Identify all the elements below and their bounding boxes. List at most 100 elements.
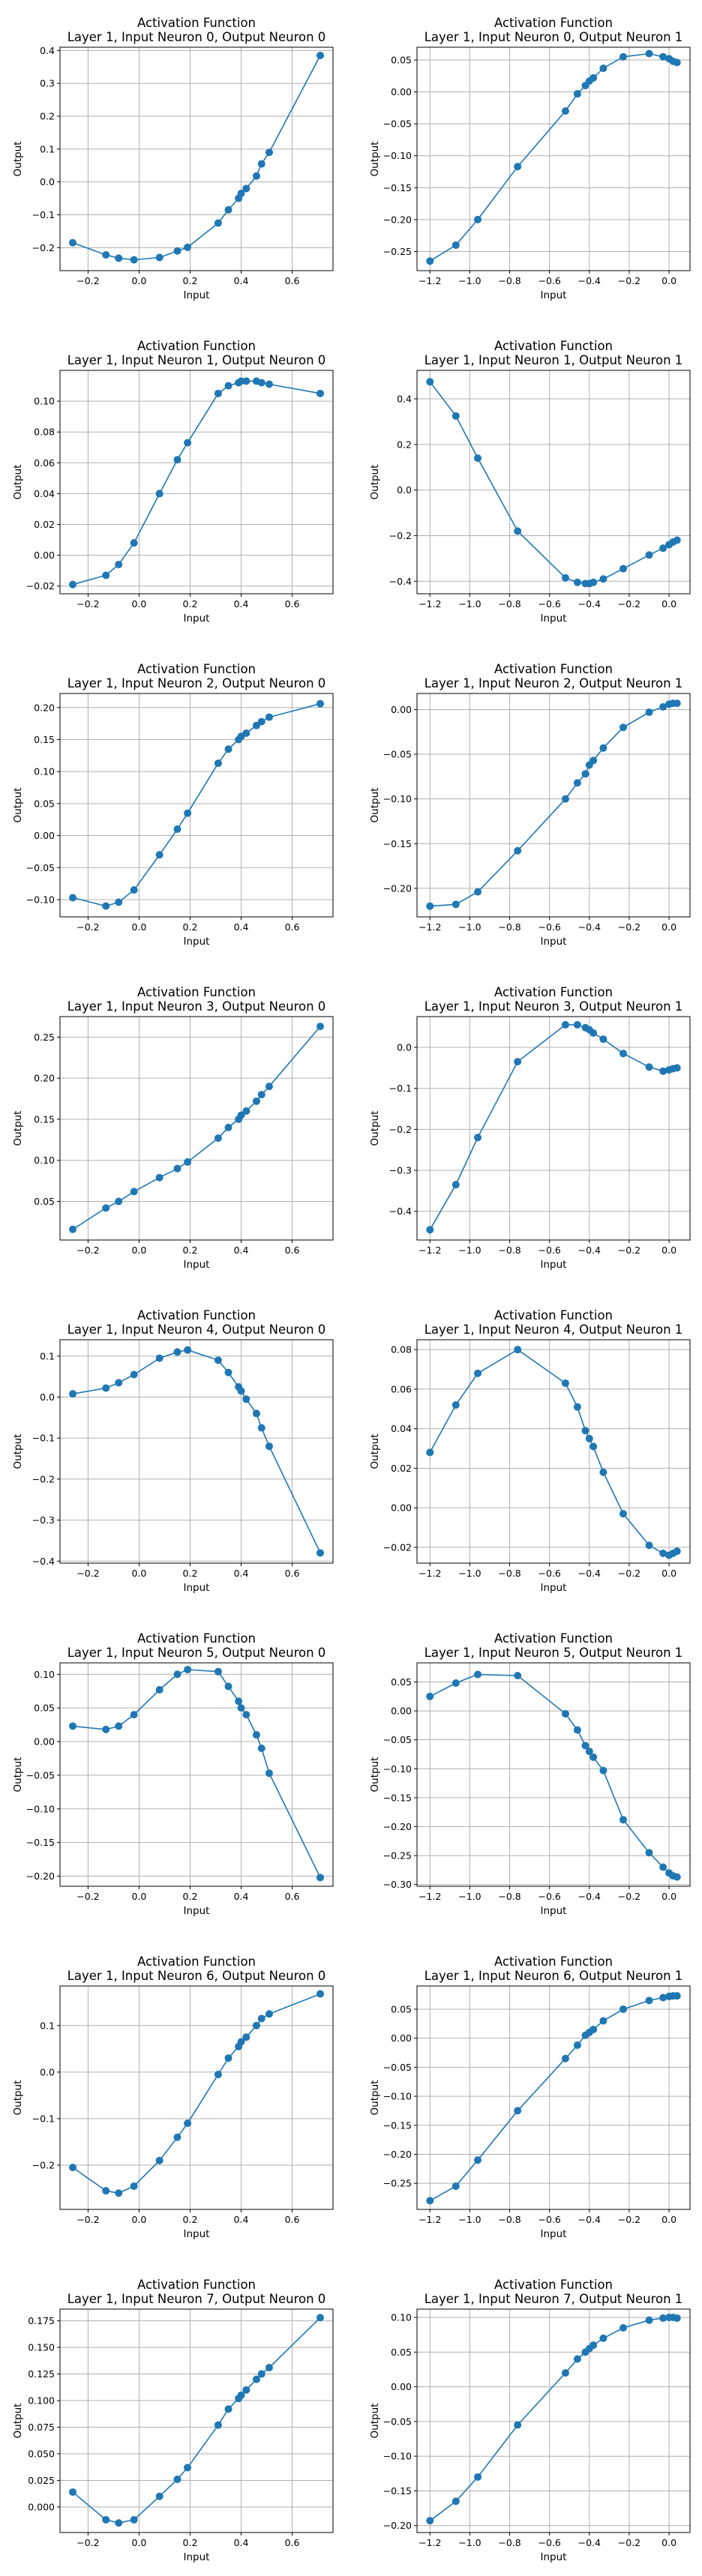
y-tick-label: 0.06: [391, 1383, 412, 1394]
data-point: [257, 717, 266, 726]
data-point: [581, 770, 590, 778]
chart-title: Activation Function: [494, 1631, 613, 1646]
plot-frame: [59, 1016, 334, 1241]
data-point: [581, 1427, 590, 1435]
x-tick-label: 0.2: [183, 921, 198, 933]
data-point: [474, 2473, 482, 2481]
chart-subtitle: Layer 1, Input Neuron 6, Output Neuron 0: [68, 1969, 326, 1983]
x-axis-label: Input: [184, 1259, 210, 1271]
x-tick-label: −0.2: [76, 921, 99, 933]
x-tick-label: 0.0: [662, 2214, 676, 2225]
y-tick-label: −0.25: [383, 1850, 412, 1862]
y-tick-label: 0.0: [397, 1042, 412, 1053]
x-tick-label: −0.6: [538, 598, 561, 610]
data-point: [316, 389, 324, 397]
y-tick-label: −0.20: [26, 1871, 55, 1882]
data-point: [265, 1769, 273, 1778]
data-point: [645, 1063, 653, 1071]
x-tick-label: −0.2: [618, 921, 640, 933]
data-point: [645, 708, 653, 717]
y-tick-label: −0.15: [26, 1837, 55, 1848]
data-point: [115, 560, 123, 568]
y-axis-label: Output: [369, 2404, 381, 2439]
data-point: [590, 1029, 598, 1037]
data-point: [242, 2033, 250, 2041]
x-axis-label: Input: [541, 613, 567, 625]
y-tick-label: 0.02: [391, 1463, 412, 1474]
plot-frame: [59, 2308, 334, 2533]
y-tick-label: 0.050: [28, 2448, 55, 2459]
data-point: [252, 1731, 260, 1739]
x-axis-label: Input: [184, 2551, 210, 2563]
data-point: [673, 1992, 681, 2000]
data-point: [155, 1354, 164, 1362]
series-line: [72, 1026, 321, 1230]
chart-subtitle: Layer 1, Input Neuron 0, Output Neuron 1: [424, 30, 683, 44]
data-point: [585, 1748, 593, 1756]
y-tick-label: 0.00: [34, 1736, 55, 1748]
plot-frame: [416, 46, 691, 271]
y-tick-label: −0.30: [383, 1879, 412, 1890]
chart-panel-14: −0.2 0.0 0.2 0.4 0.6 0.000 0.025 0.050 0.075 0.10…: [12, 2278, 334, 2563]
chart-panel-6: −0.2 0.0 0.2 0.4 0.6 0.05 0.10 0.15 0.20 0.25 Acti…: [12, 985, 334, 1271]
x-tick-label: −1.2: [418, 2214, 441, 2225]
y-tick-label: −0.05: [383, 2416, 412, 2427]
x-tick-label: 0.6: [285, 2214, 300, 2225]
data-point: [514, 2107, 522, 2115]
y-tick-label: −0.15: [383, 1792, 412, 1803]
data-point: [474, 1369, 482, 1377]
data-point: [173, 1670, 182, 1679]
y-tick-label: 0.15: [34, 1113, 55, 1125]
data-point: [252, 1409, 260, 1418]
data-point: [452, 1181, 460, 1189]
data-point: [265, 1442, 273, 1451]
data-point: [573, 90, 581, 98]
x-tick-label: 0.4: [234, 598, 249, 610]
series-line: [429, 381, 678, 585]
y-tick-label: 0.4: [397, 394, 412, 405]
data-point: [474, 1134, 482, 1142]
y-tick-label: −0.1: [32, 2113, 55, 2124]
x-tick-label: 0.6: [285, 921, 300, 933]
data-point: [590, 2026, 598, 2034]
data-point: [590, 578, 598, 586]
x-tick-label: 0.4: [234, 275, 249, 286]
data-point: [619, 1050, 627, 1058]
y-tick-label: 0.1: [40, 1350, 55, 1361]
y-tick-label: 0.175: [28, 2315, 55, 2326]
chart-panel-11: −1.2 −1.0 −0.8 −0.6 −0.4 −0.2 0.0 −0.30 −0.25 −0.…: [369, 1631, 691, 1917]
data-point: [115, 1379, 123, 1387]
chart-title: Activation Function: [494, 1954, 613, 1969]
x-tick-label: 0.6: [285, 598, 300, 610]
x-tick-label: 0.2: [183, 1891, 198, 1902]
x-axis-label: Input: [184, 936, 210, 948]
data-point: [619, 565, 627, 573]
x-tick-label: −0.8: [498, 2214, 520, 2225]
chart-title: Activation Function: [137, 1308, 256, 1322]
chart-subtitle: Layer 1, Input Neuron 7, Output Neuron 1: [424, 2292, 683, 2306]
chart-title: Activation Function: [137, 985, 256, 999]
x-tick-label: −1.0: [458, 1568, 481, 1579]
x-tick-label: 0.0: [662, 1891, 676, 1902]
chart-title: Activation Function: [494, 985, 613, 999]
x-tick-label: −0.6: [538, 2214, 561, 2225]
data-point: [184, 2119, 192, 2128]
data-point: [115, 2519, 123, 2527]
y-tick-label: −0.15: [383, 2485, 412, 2497]
data-point: [102, 250, 110, 259]
y-tick-label: 0.04: [391, 1423, 412, 1434]
chart-title: Activation Function: [494, 339, 613, 353]
data-point: [173, 2133, 182, 2141]
plot-frame: [416, 693, 691, 918]
chart-panel-7: −1.2 −1.0 −0.8 −0.6 −0.4 −0.2 0.0 −0.4 −0.3 −0.2 −…: [369, 985, 691, 1271]
data-point: [474, 215, 482, 223]
x-tick-label: 0.0: [132, 1891, 147, 1902]
data-point: [645, 1849, 653, 1857]
x-tick-label: 0.0: [132, 921, 147, 933]
chart-title: Activation Function: [137, 2278, 256, 2292]
series-line: [72, 1349, 321, 1553]
y-tick-label: −0.2: [32, 242, 55, 253]
data-point: [242, 1107, 250, 1115]
y-tick-label: 0.20: [34, 1073, 55, 1084]
